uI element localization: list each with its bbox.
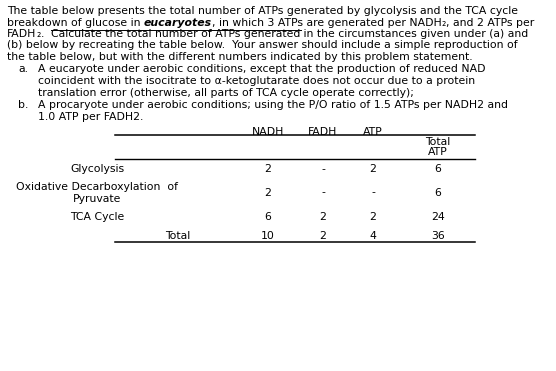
- Text: ATP: ATP: [428, 147, 448, 157]
- Text: ATP: ATP: [363, 127, 383, 137]
- Text: 2: 2: [320, 231, 326, 241]
- Text: a.: a.: [18, 65, 28, 75]
- Text: (b) below by recreating the table below.  Your answer should include a simple re: (b) below by recreating the table below.…: [7, 40, 518, 50]
- Text: FADH: FADH: [309, 127, 337, 137]
- Text: b.: b.: [18, 100, 28, 110]
- Text: 1.0 ATP per FADH2.: 1.0 ATP per FADH2.: [38, 112, 143, 121]
- Text: -: -: [321, 187, 325, 197]
- Text: 4: 4: [370, 231, 376, 241]
- Text: TCA Cycle: TCA Cycle: [70, 212, 124, 222]
- Text: 6: 6: [435, 187, 441, 197]
- Text: , and 2 ATPs per: , and 2 ATPs per: [446, 17, 534, 27]
- Text: eucaryotes: eucaryotes: [144, 17, 212, 27]
- Text: breakdown of glucose in: breakdown of glucose in: [7, 17, 144, 27]
- Text: 6: 6: [265, 212, 271, 222]
- Text: 10: 10: [261, 231, 275, 241]
- Text: -: -: [371, 187, 375, 197]
- Text: .: .: [41, 29, 51, 39]
- Text: Total: Total: [425, 137, 450, 147]
- Text: Pyruvate: Pyruvate: [73, 194, 121, 204]
- Text: 2: 2: [370, 212, 376, 222]
- Text: the table below, but with the different numbers indicated by this problem statem: the table below, but with the different …: [7, 52, 473, 62]
- Text: A eucaryote under aerobic conditions, except that the production of reduced NAD: A eucaryote under aerobic conditions, ex…: [38, 65, 485, 75]
- Text: 36: 36: [431, 231, 445, 241]
- Text: A procaryote under aerobic conditions; using the P/O ratio of 1.5 ATPs per NADH2: A procaryote under aerobic conditions; u…: [38, 100, 508, 110]
- Text: Glycolysis: Glycolysis: [70, 164, 124, 174]
- Text: ₂: ₂: [36, 29, 41, 39]
- Text: Oxidative Decarboxylation  of: Oxidative Decarboxylation of: [16, 182, 178, 192]
- Text: 2: 2: [265, 164, 271, 174]
- Text: 24: 24: [431, 212, 445, 222]
- Text: Calculate the total number of ATPs generated: Calculate the total number of ATPs gener…: [51, 29, 300, 39]
- Text: 2: 2: [320, 212, 326, 222]
- Text: 2: 2: [370, 164, 376, 174]
- Text: 2: 2: [265, 187, 271, 197]
- Text: FADH: FADH: [7, 29, 36, 39]
- Text: Total: Total: [165, 231, 191, 241]
- Text: translation error (otherwise, all parts of TCA cycle operate correctly);: translation error (otherwise, all parts …: [38, 88, 414, 98]
- Text: coincident with the isocitrate to α-ketoglutarate does not occur due to a protei: coincident with the isocitrate to α-keto…: [38, 76, 475, 86]
- Text: ₂: ₂: [442, 17, 446, 27]
- Text: The table below presents the total number of ATPs generated by glycolysis and th: The table below presents the total numbe…: [7, 6, 518, 16]
- Text: in the circumstances given under (a) and: in the circumstances given under (a) and: [300, 29, 529, 39]
- Text: 6: 6: [435, 164, 441, 174]
- Text: , in which 3 ATPs are generated per NADH: , in which 3 ATPs are generated per NADH: [212, 17, 442, 27]
- Text: NADH: NADH: [252, 127, 284, 137]
- Text: -: -: [321, 164, 325, 174]
